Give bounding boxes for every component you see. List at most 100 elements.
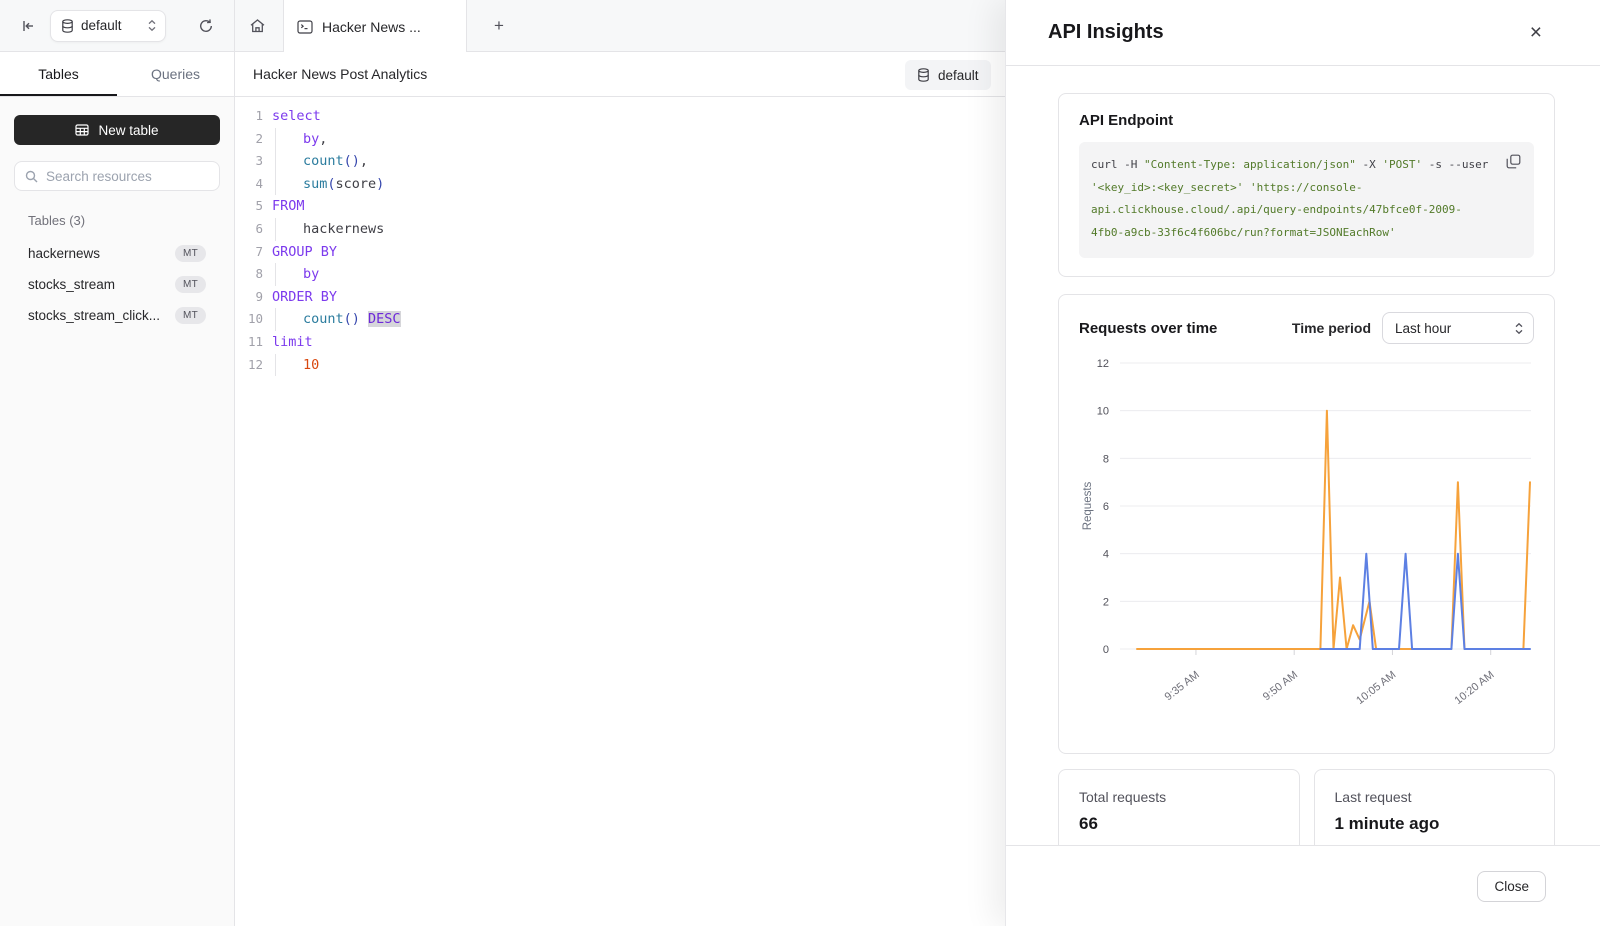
code-line[interactable]: 11 limit: [235, 331, 1600, 354]
table-row[interactable]: stocks_stream MT: [14, 269, 220, 300]
close-button[interactable]: Close: [1477, 870, 1546, 902]
code-line[interactable]: 1 select: [235, 105, 1600, 128]
code-line[interactable]: 5 FROM: [235, 195, 1600, 218]
home-icon: [249, 18, 266, 34]
line-content: ORDER BY: [272, 288, 338, 305]
api-endpoint-card: API Endpoint curl -H "Content-Type: appl…: [1058, 93, 1555, 277]
refresh-button[interactable]: [192, 12, 220, 40]
table-row[interactable]: stocks_stream_click... MT: [14, 300, 220, 331]
sidebar: default Tables Queries New table: [0, 0, 235, 926]
close-panel-button[interactable]: ×: [1530, 22, 1542, 43]
copy-button[interactable]: [1503, 151, 1523, 171]
query-tab[interactable]: Hacker News ...: [283, 0, 467, 53]
code-line[interactable]: 6 hackernews: [235, 217, 1600, 241]
code-line[interactable]: 4 sum(score): [235, 172, 1600, 196]
api-endpoint-title: API Endpoint: [1079, 112, 1174, 129]
code-line[interactable]: 8 by: [235, 263, 1600, 286]
code-line[interactable]: 3 count(),: [235, 150, 1600, 173]
home-button[interactable]: [243, 12, 271, 40]
table-engine-badge: MT: [174, 307, 206, 324]
last-request-card: Last request 1 minute ago: [1313, 769, 1555, 845]
panel-footer: Close: [1006, 845, 1600, 926]
api-insights-panel: API Insights × API Endpoint curl -H "Con…: [1005, 0, 1600, 926]
sidebar-database-selector[interactable]: default: [50, 9, 166, 42]
sidebar-content: New table Tables (3) hackernewsMTstocks_…: [0, 97, 234, 331]
line-content: select: [272, 108, 321, 124]
indent-guide: [275, 263, 276, 286]
table-row[interactable]: hackernews MT: [14, 238, 220, 269]
table-name: stocks_stream_click...: [28, 308, 161, 323]
last-request-label: Last request: [1334, 789, 1412, 805]
search-input[interactable]: [46, 168, 209, 184]
requests-chart-card: Requests over time Time period Last hour…: [1058, 294, 1555, 754]
svg-text:4: 4: [1103, 549, 1109, 561]
chevron-updown-icon: [147, 19, 157, 32]
line-number: 5: [255, 198, 263, 214]
indent-guide: [275, 127, 276, 151]
line-number: 6: [255, 220, 263, 236]
line-number: 2: [255, 130, 263, 146]
panel-body: API Endpoint curl -H "Content-Type: appl…: [1006, 66, 1600, 845]
table-engine-badge: MT: [174, 245, 206, 262]
table-grid-icon: [75, 124, 90, 136]
editor-database-chip[interactable]: default: [905, 60, 991, 90]
line-content: by: [263, 263, 319, 286]
code-line[interactable]: 7 GROUP BY: [235, 241, 1600, 264]
svg-text:2: 2: [1103, 596, 1109, 608]
stats-row: Total requests 66 Last request 1 minute …: [1058, 769, 1555, 845]
editor-database-value: default: [938, 67, 979, 83]
sql-editor[interactable]: 1 select 2 by, 3 count(), 4 sum(score) 5 FROM 6 hac…: [235, 97, 1600, 377]
line-number: 8: [255, 266, 263, 282]
total-requests-label: Total requests: [1079, 789, 1167, 805]
chart-card-header: Requests over time Time period Last hour: [1079, 312, 1534, 344]
table-engine-badge: MT: [174, 276, 206, 293]
svg-text:12: 12: [1097, 358, 1109, 370]
line-number: 7: [255, 243, 263, 259]
line-content: count(),: [263, 150, 368, 173]
new-tab-button[interactable]: +: [485, 12, 513, 40]
line-content: GROUP BY: [272, 243, 338, 260]
sidebar-database-value: default: [81, 18, 122, 33]
code-line[interactable]: 2 by,: [235, 127, 1600, 151]
code-line[interactable]: 12 10: [235, 353, 1600, 377]
line-number: 3: [255, 153, 263, 169]
search-icon: [25, 170, 38, 183]
code-line[interactable]: 10 count() DESC: [235, 308, 1600, 331]
svg-text:Requests: Requests: [1082, 481, 1094, 530]
indent-guide: [275, 353, 276, 377]
sidebar-topbar: default: [0, 0, 234, 52]
collapse-sidebar-icon: [20, 18, 36, 34]
tab-tables[interactable]: Tables: [0, 52, 117, 96]
svg-text:10: 10: [1097, 406, 1109, 418]
last-request-value: 1 minute ago: [1334, 814, 1440, 833]
svg-text:8: 8: [1103, 453, 1109, 465]
editor-lines: 1 select 2 by, 3 count(), 4 sum(score) 5 FROM 6 hac…: [235, 105, 1600, 377]
panel-title: API Insights: [1048, 21, 1164, 43]
total-requests-value: 66: [1079, 814, 1098, 833]
new-table-button[interactable]: New table: [14, 115, 220, 145]
svg-text:9:50 AM: 9:50 AM: [1261, 669, 1300, 703]
chart-title: Requests over time: [1079, 319, 1218, 337]
line-content: limit: [272, 333, 313, 350]
tab-queries[interactable]: Queries: [150, 66, 201, 82]
table-name: hackernews: [28, 246, 101, 261]
line-number: 10: [247, 311, 263, 327]
code-line[interactable]: 9 ORDER BY: [235, 286, 1600, 309]
svg-text:10:20 AM: 10:20 AM: [1453, 669, 1497, 707]
tables-section-label: Tables (3): [28, 213, 86, 228]
collapse-sidebar-button[interactable]: [14, 12, 42, 40]
line-content: count() DESC: [263, 308, 401, 331]
indent-guide: [275, 217, 276, 241]
line-content: hackernews: [263, 217, 384, 241]
svg-text:6: 6: [1103, 501, 1109, 513]
indent-guide: [275, 172, 276, 196]
time-period-select[interactable]: Last hour: [1382, 312, 1534, 344]
line-number: 11: [247, 333, 263, 349]
query-tab-label: Hacker News ...: [322, 18, 421, 35]
tables-list: hackernews MT stocks_stream MT stocks_stream…: [14, 238, 220, 331]
time-period-label: Time period: [1291, 320, 1371, 336]
table-name: stocks_stream: [28, 277, 116, 292]
line-number: 4: [255, 175, 263, 191]
curl-code-block: curl -H "Content-Type: application/json"…: [1079, 142, 1534, 258]
